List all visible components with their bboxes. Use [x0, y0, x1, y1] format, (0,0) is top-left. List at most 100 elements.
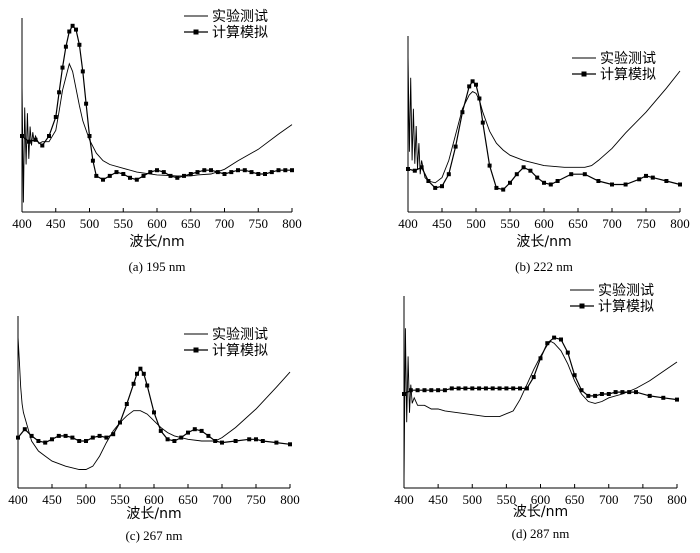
x-axis-title: 波长/nm [129, 234, 184, 250]
data-point-marker [195, 170, 200, 175]
data-point-marker [593, 393, 598, 398]
data-point-marker [148, 170, 153, 175]
data-point-marker [161, 170, 166, 175]
data-point-marker [80, 69, 85, 74]
x-tick-label: 800 [670, 216, 690, 231]
data-point-marker [449, 386, 454, 391]
chart-panel-4: 400 450 500 550 600 650 700 750 800 波长/nm (d) 287 … [394, 283, 687, 541]
data-point-marker [535, 175, 540, 180]
data-point-marker [504, 386, 509, 391]
legend-marker [193, 347, 199, 353]
legend-label: 计算模拟 [600, 67, 656, 83]
x-tick-label: 650 [181, 216, 201, 231]
x-tick-label: 450 [42, 492, 62, 507]
x-tick-label: 600 [531, 492, 551, 507]
data-point-marker [521, 165, 526, 170]
data-point-marker [186, 430, 190, 435]
data-point-marker [128, 175, 132, 180]
data-point-marker [43, 440, 48, 445]
x-tick-label: 650 [568, 216, 588, 231]
data-point-marker [256, 172, 261, 176]
data-point-marker [406, 167, 410, 171]
data-point-marker [436, 388, 441, 393]
data-point-marker [40, 143, 45, 148]
legend-label: 计算模拟 [212, 25, 268, 41]
data-point-marker [613, 390, 618, 395]
series-line-experiment [17, 336, 291, 470]
legend-label: 计算模拟 [212, 343, 268, 359]
data-point-marker [60, 65, 65, 70]
data-point-marker [94, 173, 99, 178]
data-point-marker [678, 182, 682, 187]
data-point-marker [675, 397, 679, 402]
data-point-marker [599, 392, 604, 396]
data-point-marker [209, 168, 213, 173]
legend-marker [193, 29, 199, 35]
data-point-marker [552, 335, 557, 340]
data-point-marker [276, 168, 281, 173]
data-point-marker [511, 386, 516, 391]
data-point-marker [236, 168, 240, 173]
panel-caption: (b) 222 nm [515, 259, 573, 274]
data-point-marker [141, 371, 146, 376]
x-tick-label: 500 [466, 216, 486, 231]
data-point-marker [650, 175, 655, 180]
data-point-marker [555, 179, 560, 183]
data-point-marker [233, 439, 238, 443]
x-tick-label: 600 [534, 216, 554, 231]
data-point-marker [77, 439, 82, 443]
data-point-marker [419, 165, 424, 170]
data-point-marker [215, 170, 220, 175]
data-point-marker [408, 388, 413, 393]
data-point-marker [63, 44, 68, 49]
data-point-marker [249, 170, 254, 175]
data-point-marker [542, 180, 546, 185]
data-point-marker [477, 96, 482, 101]
data-point-marker [422, 388, 427, 393]
data-point-marker [152, 410, 156, 415]
data-point-marker [254, 437, 258, 442]
legend-label: 实验测试 [212, 9, 268, 25]
data-point-marker [531, 375, 536, 380]
data-point-marker [50, 437, 54, 442]
data-point-marker [453, 144, 458, 149]
x-tick-label: 600 [147, 216, 167, 231]
data-point-marker [606, 392, 611, 396]
x-tick-label: 600 [144, 492, 164, 507]
data-point-marker [222, 172, 227, 176]
x-tick-label: 500 [463, 492, 483, 507]
legend-label: 实验测试 [598, 283, 654, 299]
data-point-marker [467, 84, 472, 89]
data-point-marker [518, 386, 522, 391]
data-point-marker [111, 432, 116, 437]
data-point-marker [634, 390, 638, 395]
data-point-marker [440, 184, 444, 189]
data-point-marker [494, 185, 499, 190]
data-point-marker [138, 366, 143, 371]
data-point-marker [77, 42, 82, 47]
data-point-marker [442, 388, 447, 393]
data-point-marker [247, 437, 252, 442]
data-point-marker [402, 392, 406, 396]
data-point-marker [572, 373, 577, 378]
data-point-marker [582, 172, 587, 177]
data-point-marker [56, 433, 61, 438]
series-line-experiment [21, 62, 293, 203]
x-tick-label: 650 [565, 492, 585, 507]
data-point-marker [456, 386, 461, 391]
chart-panel-2: 400 450 500 550 600 650 700 750 800 波长/nm (b) 222 … [398, 36, 690, 274]
data-point-marker [524, 386, 529, 391]
x-tick-label: 750 [246, 492, 266, 507]
data-point-marker [569, 172, 574, 177]
data-point-marker [274, 440, 279, 445]
data-point-marker [433, 185, 438, 190]
x-tick-label: 450 [46, 216, 66, 231]
data-point-marker [477, 386, 482, 391]
data-point-marker [637, 177, 642, 182]
data-point-marker [124, 402, 129, 406]
data-point-marker [412, 168, 417, 173]
data-point-marker [101, 177, 105, 182]
data-point-marker [229, 170, 234, 175]
